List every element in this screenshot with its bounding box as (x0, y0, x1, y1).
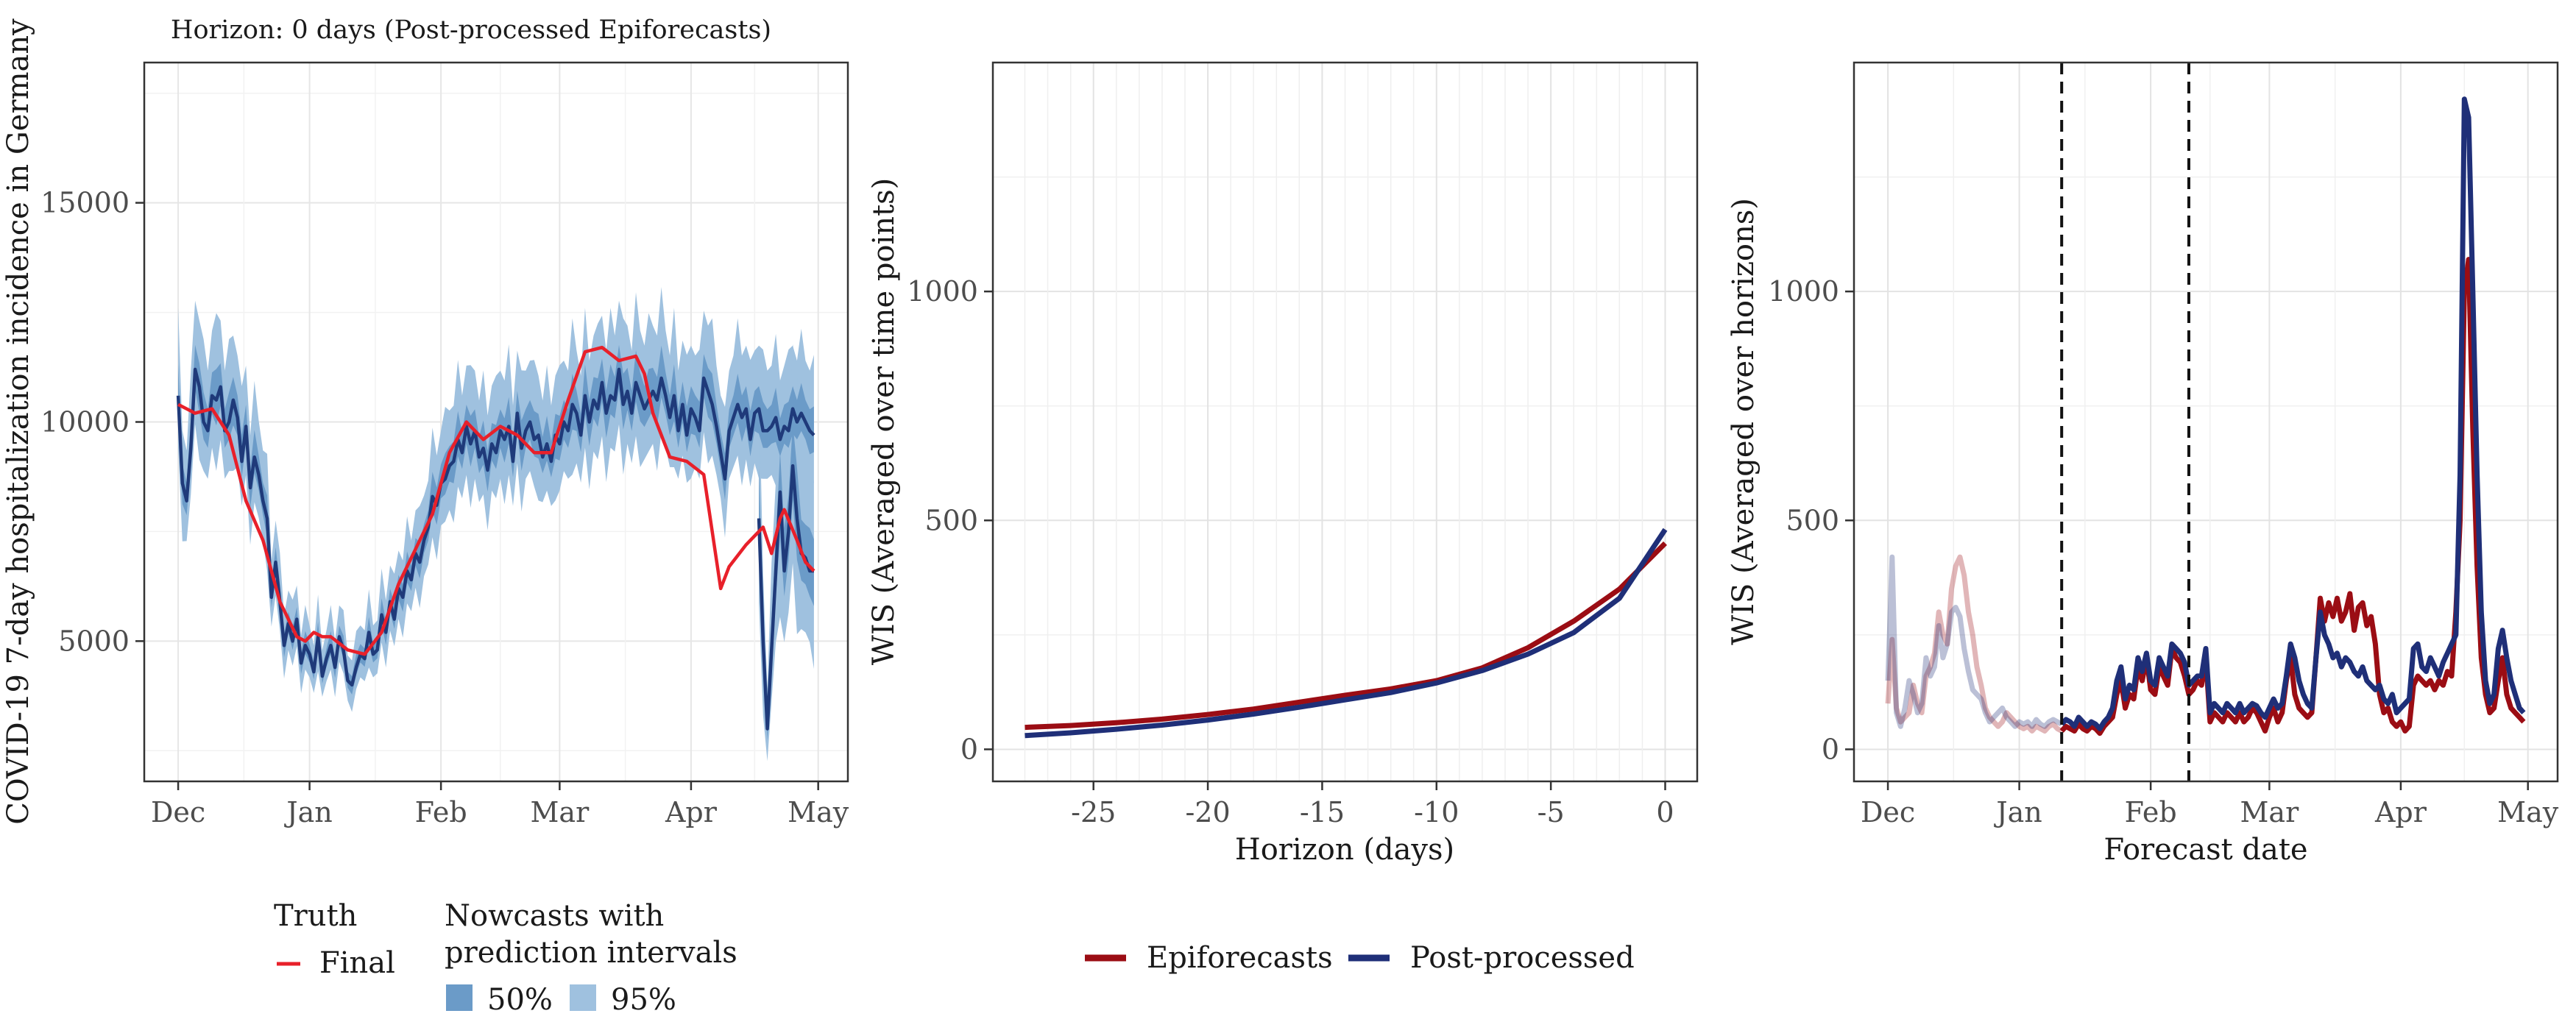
panel2-lines (1025, 528, 1668, 739)
series-line-epiforecasts-faded (1885, 554, 2063, 734)
panel3-grid (1854, 63, 2558, 781)
x-tick-label: -20 (1185, 796, 1230, 828)
panel2-y-axis-title: WIS (Averaged over time points) (867, 178, 901, 666)
x-tick-label: Feb (415, 796, 467, 828)
series-line-epiforecasts (1025, 541, 1667, 731)
x-tick-label: May (2497, 796, 2559, 828)
y-tick-label: 10000 (40, 406, 130, 439)
panel1-lines (176, 345, 815, 731)
panel-wis-date: 0 500 1000 Dec Jan Feb Mar Apr May Forecast date… (1727, 61, 2559, 867)
legend-interval-95-swatch (570, 984, 596, 1011)
series-line-postprocessed (1025, 528, 1668, 739)
panel3-border (1853, 61, 2559, 783)
x-tick-label: -25 (1071, 796, 1116, 828)
panel1-ticks: 5000 10000 15000 Dec Jan Feb Mar Apr May (40, 187, 849, 828)
panel3-lines (1885, 96, 2526, 736)
x-tick-label: Mar (2240, 796, 2300, 828)
legend-interval-50-swatch (446, 984, 473, 1011)
x-tick-label: Dec (1861, 796, 1915, 828)
panel2-x-axis-title: Horizon (days) (1235, 833, 1454, 867)
x-tick-label: May (788, 796, 849, 828)
x-tick-label: Mar (531, 796, 590, 828)
panel3-ticks: 0 500 1000 Dec Jan Feb Mar Apr May (1768, 275, 2558, 828)
legend-interval-50-label: 50% (487, 983, 553, 1017)
x-tick-label: Apr (665, 796, 718, 828)
truth-final-line (177, 345, 815, 656)
x-tick-label: Jan (1993, 796, 2042, 828)
legend-truth-title: Truth (274, 899, 357, 933)
panel3-y-axis-title: WIS (Averaged over horizons) (1727, 198, 1761, 645)
y-tick-label: 0 (1822, 733, 1839, 765)
x-tick-label: -15 (1300, 796, 1345, 828)
legend-epiforecasts-label: Epiforecasts (1147, 941, 1333, 975)
series-line-postprocessed-faded (1885, 554, 2063, 729)
y-tick-label: 1000 (1768, 275, 1839, 308)
legend-nowcast-title-2: prediction intervals (445, 936, 737, 970)
panel1-y-axis-title: COVID-19 7-day hospitalization incidence… (1, 18, 35, 825)
x-tick-label: Apr (2374, 796, 2427, 828)
x-tick-label: Feb (2125, 796, 2177, 828)
nowcast-median-line (176, 367, 815, 687)
x-tick-label: Jan (283, 796, 332, 828)
x-tick-label: -10 (1414, 796, 1459, 828)
legend-interval-95-label: 95% (611, 983, 676, 1017)
y-tick-label: 1000 (907, 275, 978, 308)
y-tick-label: 0 (960, 733, 978, 765)
panel-title: Horizon: 0 days (Post-processed Epiforec… (171, 15, 771, 45)
panel2-border (991, 61, 1699, 783)
y-tick-label: 500 (1786, 504, 1839, 536)
panel2-ticks: 0 500 1000 -25 -20 -15 -10 -5 0 (907, 275, 1674, 828)
panel-wis-horizon: 0 500 1000 -25 -20 -15 -10 -5 0 Horizon (days) W… (867, 61, 1699, 867)
legend-nowcast: Truth Final Nowcasts with prediction int… (274, 899, 737, 1017)
legend-nowcast-title-1: Nowcasts with (445, 899, 664, 933)
legend-truth-item: Final (319, 946, 395, 980)
legend-models: Epiforecasts Post-processed (1085, 941, 1635, 975)
y-tick-label: 500 (924, 504, 978, 536)
y-tick-label: 15000 (40, 187, 130, 219)
legend-postprocessed-label: Post-processed (1410, 941, 1635, 975)
band-50-tail (759, 422, 814, 741)
panel2-grid (993, 63, 1697, 781)
x-tick-label: 0 (1656, 796, 1674, 828)
x-tick-label: -5 (1538, 796, 1565, 828)
panel-nowcast: Horizon: 0 days (Post-processed Epiforec… (1, 15, 849, 828)
y-tick-label: 5000 (58, 625, 130, 657)
panel3-x-axis-title: Forecast date (2103, 833, 2307, 867)
x-tick-label: Dec (151, 796, 205, 828)
series-line-postprocessed (2059, 96, 2526, 731)
panel3-dashed-lines (2060, 63, 2190, 781)
